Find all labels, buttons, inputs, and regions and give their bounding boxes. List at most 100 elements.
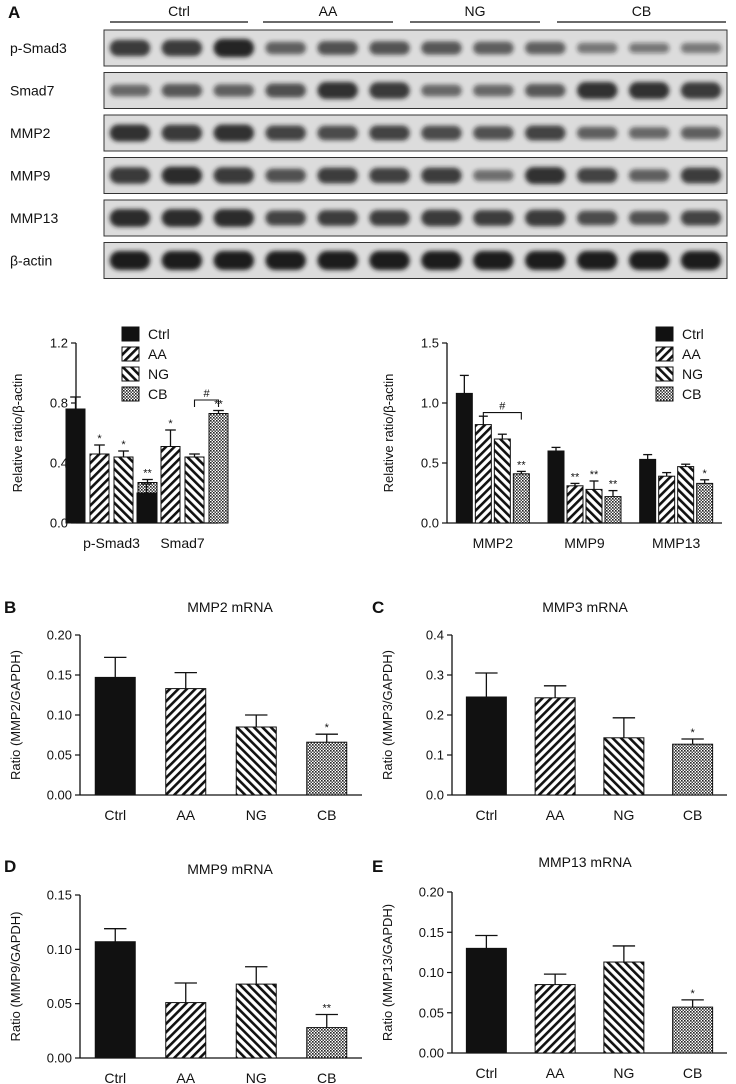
bar (465, 696, 507, 796)
y-axis-label: Relative ratio/β-actin (10, 374, 25, 493)
significance-mark: ** (517, 459, 526, 471)
x-category-label: p-Smad3 (83, 535, 140, 551)
legend-swatch-aa (121, 346, 140, 362)
blot-row-mmp2: MMP2 (10, 114, 728, 152)
x-category-label: MMP2 (473, 535, 514, 551)
blot-band (265, 41, 306, 55)
bar-mmp2-ctrl (455, 374, 473, 524)
bar-psmad3-ng: * (113, 439, 134, 524)
x-category-label: NG (246, 1070, 267, 1084)
blot-band (369, 167, 410, 184)
significance-mark: ** (571, 471, 580, 483)
x-category-label: NG (613, 807, 634, 823)
y-tick-label: 0.15 (47, 668, 72, 683)
blot-label: MMP2 (10, 125, 51, 141)
legend: Ctrl AA NG CB (121, 326, 170, 402)
blot-band (369, 41, 410, 55)
blot-band (213, 124, 255, 142)
blot-band (525, 41, 566, 55)
bar (658, 475, 676, 524)
bar-smad7-ng (184, 453, 205, 524)
blot-band (109, 124, 151, 142)
y-tick-label: 0.2 (426, 708, 444, 723)
y-tick-label: 0.8 (50, 396, 68, 411)
bar (113, 456, 134, 524)
significance-bracket (193, 399, 220, 407)
bar-cb: * (306, 722, 348, 796)
bar-mmp9-aa: ** (566, 471, 584, 524)
bar (65, 408, 86, 524)
blot-row-mmp13: MMP13 (10, 199, 728, 237)
chart-e: E MMP13 mRNA 0.00 0.05 0.10 0.15 0.20 Ratio (MM… (372, 854, 727, 1081)
blot-band (628, 211, 670, 225)
blot-band (213, 209, 255, 227)
blot-band (265, 125, 306, 141)
blot-band (161, 83, 203, 98)
legend-label-aa: AA (682, 346, 701, 362)
legend-swatch-ctrl (655, 326, 674, 342)
y-axis-label: Ratio (MMP9/GAPDH) (8, 911, 23, 1041)
bar (89, 453, 110, 524)
bar (306, 1027, 348, 1059)
x-category-label: AA (176, 807, 195, 823)
blot-band (161, 39, 203, 57)
blot-band (525, 166, 566, 185)
bar (566, 485, 584, 524)
significance-mark: ** (609, 479, 618, 491)
group-label-ng: NG (465, 3, 486, 19)
significance-mark: * (690, 988, 695, 1000)
y-tick-label: 0.3 (426, 668, 444, 683)
bar-cb: ** (306, 1003, 348, 1059)
blot-band (317, 167, 358, 184)
legend: Ctrl AA NG CB (655, 326, 704, 402)
blot-band (525, 251, 566, 270)
blot-row-smad7: Smad7 (10, 72, 728, 109)
western-blot-panel: A Ctrl AA NG CB p-Smad3 Smad7 MMP2 MMP9 MMP13 β-ac… (8, 3, 728, 279)
blot-band (680, 82, 722, 99)
bar-ng (235, 714, 277, 796)
bar-ctrl (94, 656, 136, 796)
bar (165, 1002, 207, 1059)
bar (94, 941, 136, 1059)
significance-mark: * (121, 439, 126, 451)
bar (696, 482, 714, 524)
blot-band (317, 210, 358, 226)
y-tick-label: 0.0 (50, 516, 68, 531)
x-category-label: Ctrl (475, 807, 497, 823)
legend-label-aa: AA (148, 346, 167, 362)
x-category-label: AA (546, 807, 565, 823)
x-category-label: NG (613, 1065, 634, 1081)
legend-swatch-ctrl (121, 326, 140, 342)
panel-label-b: B (4, 598, 16, 617)
bar (603, 961, 645, 1054)
bar-mmp13-ctrl (639, 453, 657, 524)
blot-label: p-Smad3 (10, 40, 67, 56)
panel-label-d: D (4, 857, 16, 876)
blot-band (628, 127, 670, 139)
blot-row-psmad3: p-Smad3 (10, 29, 728, 67)
blot-band (628, 251, 670, 270)
y-tick-label: 1.2 (50, 336, 68, 351)
y-axis-label: Ratio (MMP2/GAPDH) (8, 650, 23, 780)
blot-band (421, 125, 462, 141)
y-tick-label: 0.05 (419, 1005, 444, 1020)
bar (547, 450, 565, 524)
panel-label-a: A (8, 3, 20, 22)
bar-ctrl (465, 672, 507, 796)
blot-row-actin: β-actin (10, 242, 728, 279)
y-axis-label: Ratio (MMP13/GAPDH) (380, 904, 395, 1041)
blot-band (473, 251, 514, 270)
significance-mark: * (97, 433, 102, 445)
legend-swatch-cb (121, 386, 140, 402)
y-tick-label: 0.10 (47, 942, 72, 957)
significance-mark: ** (322, 1003, 331, 1015)
bar (534, 697, 576, 796)
group-label-cb: CB (632, 3, 651, 19)
blot-band (317, 81, 358, 100)
bar (208, 413, 229, 524)
bar-ng (603, 945, 645, 1054)
bar (639, 458, 657, 524)
blot-band (680, 126, 722, 140)
x-category-label: CB (683, 1065, 702, 1081)
bar (585, 488, 603, 524)
